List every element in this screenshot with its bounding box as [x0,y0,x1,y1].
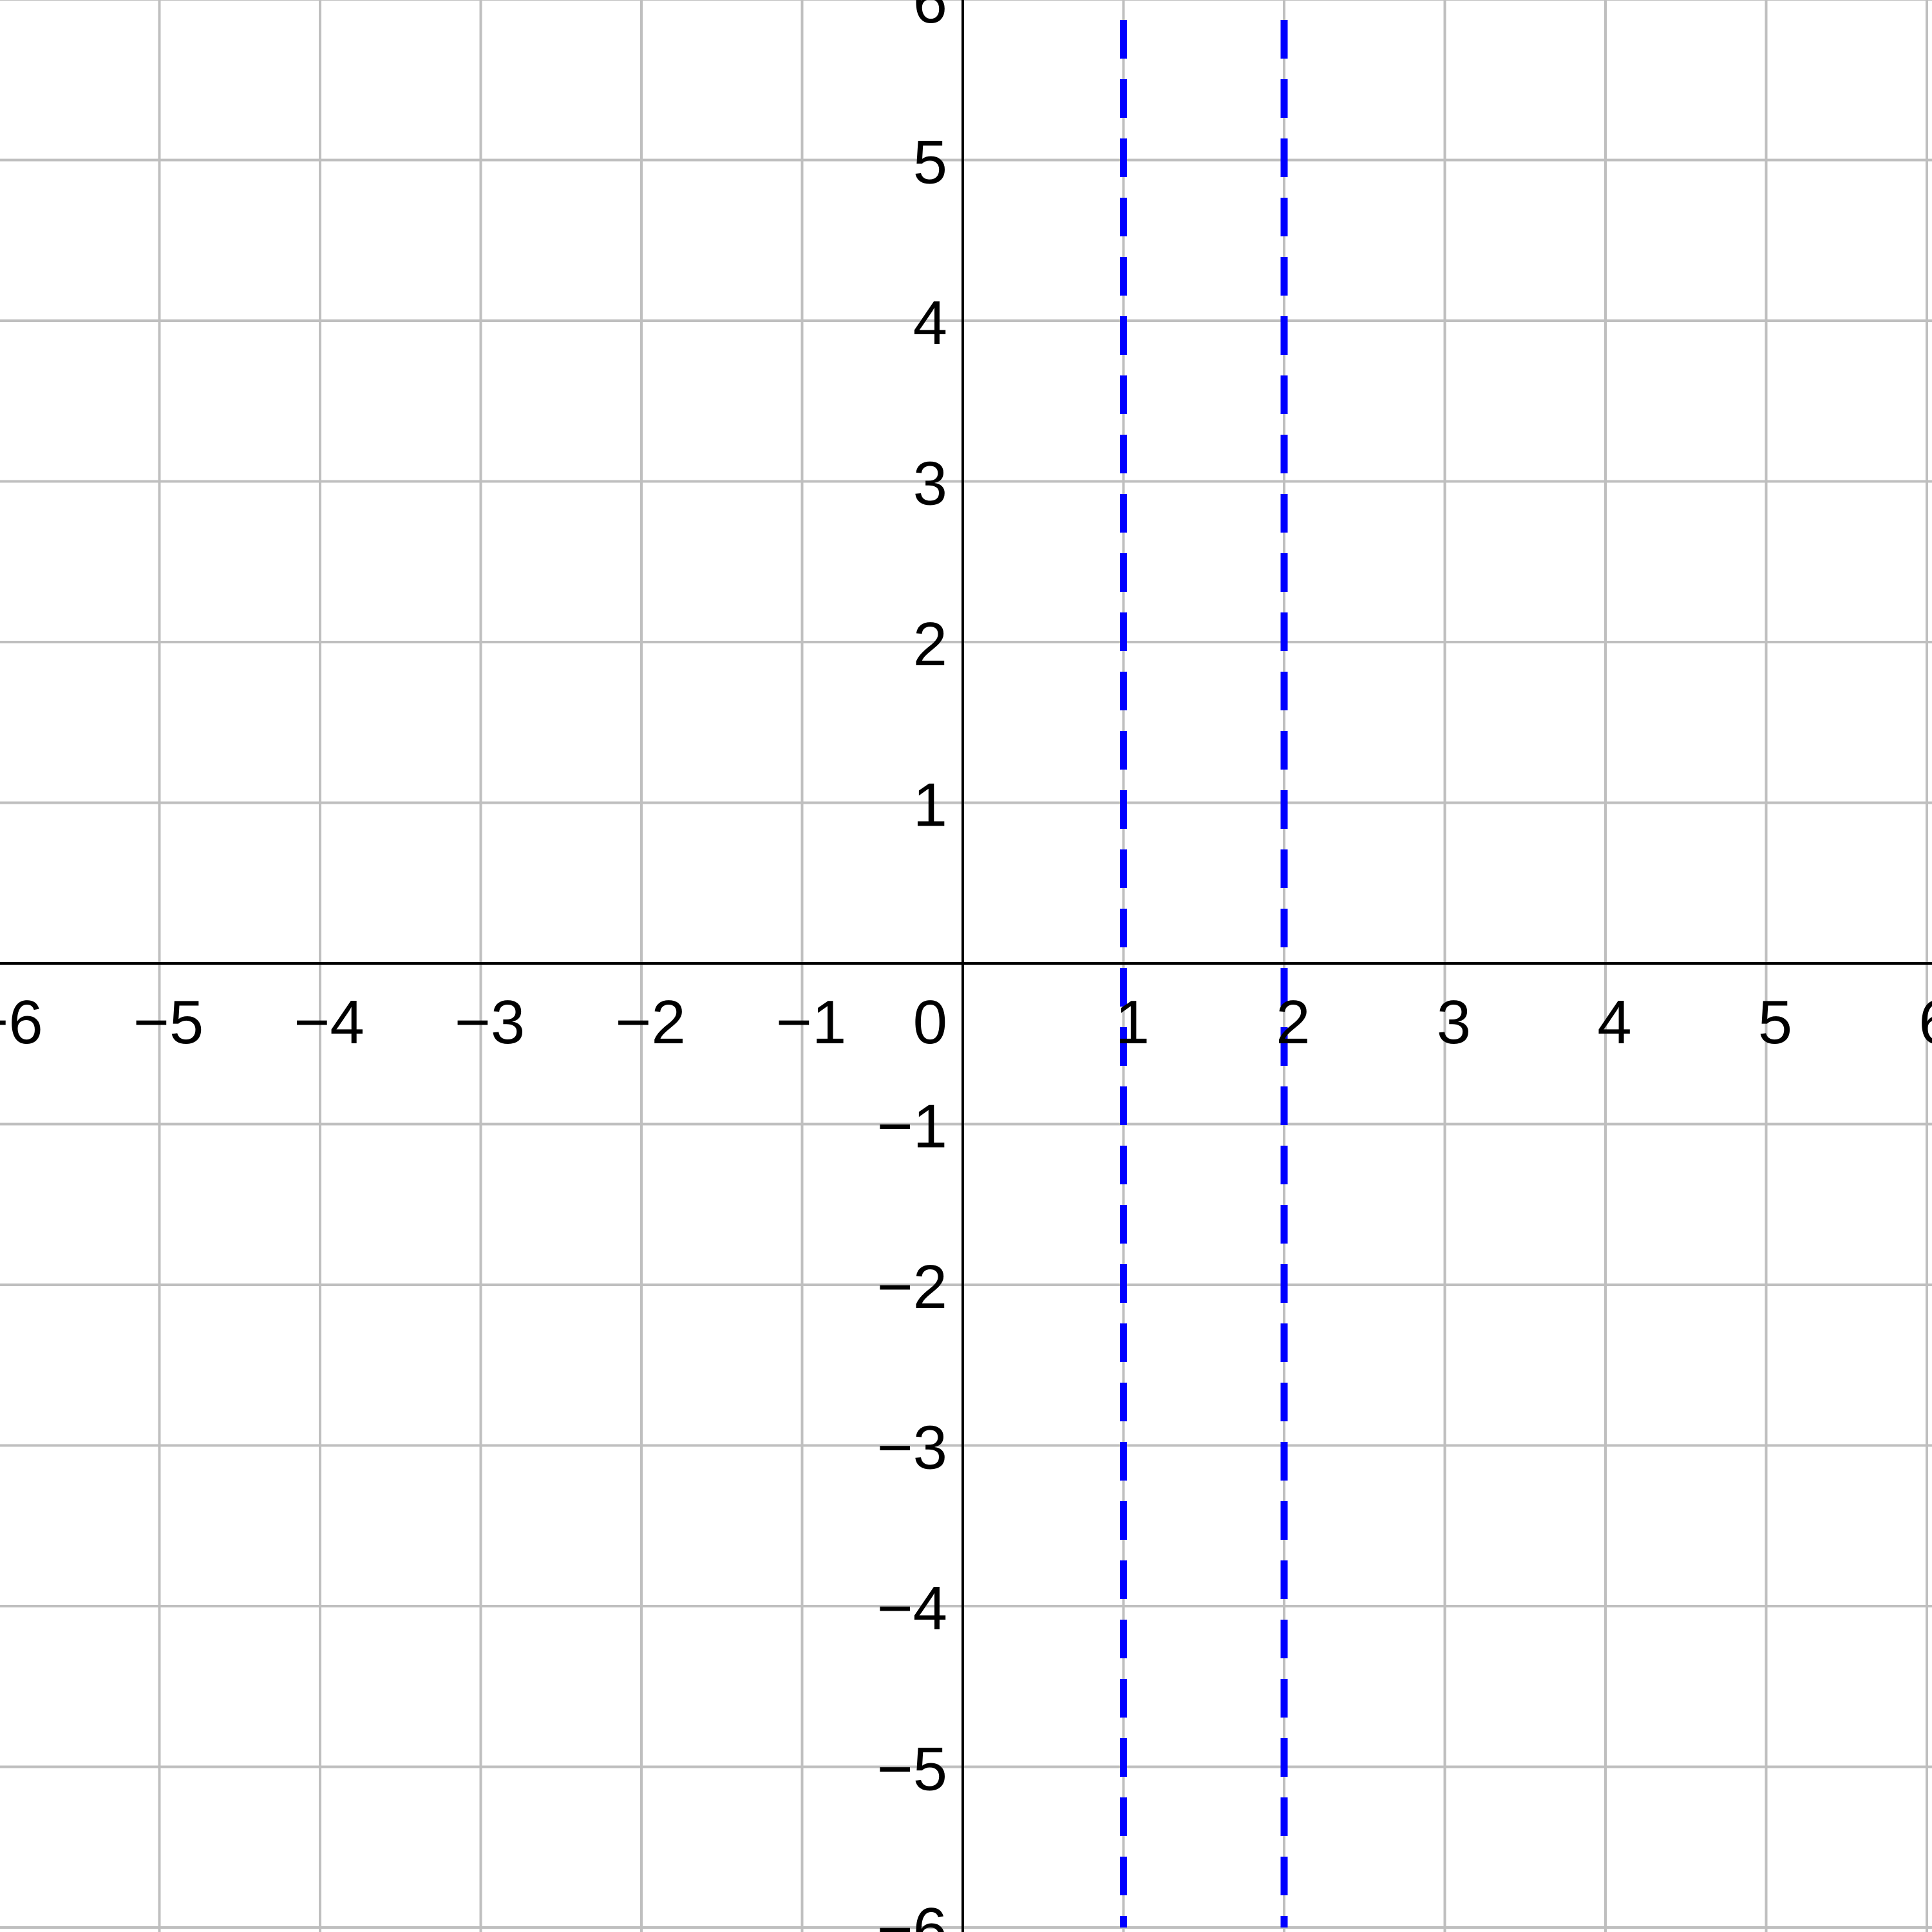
y-tick-label: −6 [877,1895,947,1932]
x-tick-label: 4 [1597,988,1631,1057]
y-tick-label: −5 [877,1735,947,1804]
x-tick-label: −6 [0,988,43,1057]
y-tick-label: 6 [913,0,947,36]
x-tick-label: −5 [133,988,204,1057]
y-tick-label: 4 [913,289,947,357]
y-tick-label: −3 [877,1414,947,1482]
x-tick-label: −4 [294,988,364,1057]
origin-label: 0 [913,988,947,1057]
x-tick-label: 5 [1758,988,1792,1057]
y-tick-label: −4 [877,1574,947,1643]
series [1120,20,1288,1927]
y-tick-label: −1 [877,1092,947,1161]
x-tick-label: −2 [615,988,685,1057]
x-tick-label: 1 [1115,988,1150,1057]
y-tick-label: −2 [877,1253,947,1321]
x-tick-label: 3 [1437,988,1471,1057]
y-tick-label: 5 [913,128,947,197]
x-tick-label: −3 [455,988,525,1057]
x-tick-label: −1 [776,988,846,1057]
y-tick-label: 3 [913,450,947,518]
y-tick-label: 1 [913,771,947,840]
y-tick-label: 2 [913,610,947,679]
x-tick-label: 2 [1276,988,1310,1057]
x-tick-label: 6 [1918,988,1932,1057]
